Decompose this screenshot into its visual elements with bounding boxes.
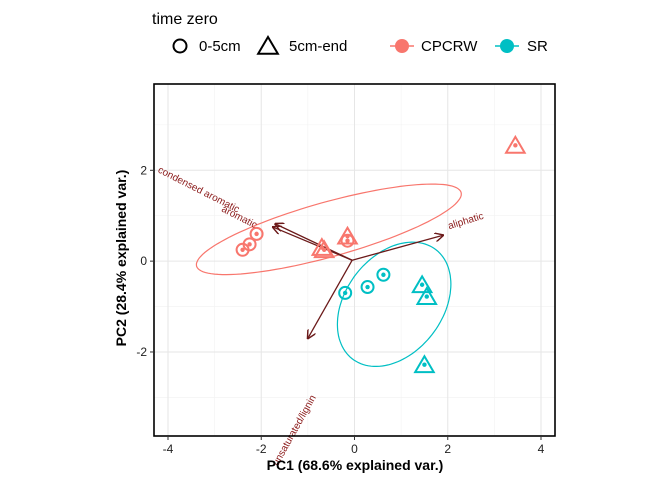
point-center-cpcrw xyxy=(254,231,259,237)
point-triangle-cpcrw xyxy=(504,134,527,154)
point-center-sr xyxy=(419,282,425,287)
y-tick-label: -2 xyxy=(136,345,147,359)
loading-arrow xyxy=(351,235,443,261)
grid-lines xyxy=(154,84,555,436)
legend-shape-label: 0-5cm xyxy=(199,38,241,55)
point-triangle-sr xyxy=(411,274,434,294)
loading-arrow xyxy=(308,259,353,338)
x-tick-label: -2 xyxy=(256,442,267,456)
x-tick-label: 0 xyxy=(351,442,358,456)
legend-title: time zero xyxy=(152,11,218,28)
ellipse-cpcrw xyxy=(195,183,462,276)
point-center-sr xyxy=(365,284,370,290)
point-center-cpcrw xyxy=(345,233,350,239)
x-axis-title: PC1 (68.6% explained var.) xyxy=(267,457,444,473)
y-axis-title: PC2 (28.4% explained var.) xyxy=(113,170,129,347)
point-center-cpcrw xyxy=(321,247,327,252)
point-triangle-sr xyxy=(415,286,438,305)
point-triangle-cpcrw xyxy=(313,239,336,259)
point-center-cpcrw xyxy=(247,242,252,247)
point-center-sr xyxy=(422,362,427,367)
x-tick-label: 2 xyxy=(444,442,451,456)
legend-circle-icon xyxy=(172,38,188,54)
point-center-cpcrw xyxy=(513,143,518,148)
data-points xyxy=(235,134,527,374)
point-center-sr xyxy=(342,290,348,296)
legend-dot-icon xyxy=(395,39,409,53)
y-tick-label: 2 xyxy=(140,163,147,177)
legend-shape-label: 5cm-end xyxy=(289,38,347,55)
y-axis-ticks: -2 0 2 xyxy=(136,163,154,359)
point-circle-cpcrw xyxy=(249,226,264,241)
legend-group-label: SR xyxy=(527,38,548,55)
point-center-sr xyxy=(381,272,386,277)
x-tick-label: 4 xyxy=(538,442,545,456)
point-center-cpcrw xyxy=(345,238,350,243)
confidence-ellipses xyxy=(195,183,462,367)
x-tick-label: -4 xyxy=(163,442,174,456)
point-center-sr xyxy=(424,294,429,299)
point-circle-cpcrw xyxy=(242,237,257,252)
legend-group-label: CPCRW xyxy=(421,38,478,55)
point-circle-sr xyxy=(376,267,391,282)
point-circle-sr xyxy=(360,280,375,295)
legend-triangle-icon xyxy=(256,35,280,55)
legend-group-keys: CPCRW SR xyxy=(390,38,548,55)
loading-arrow xyxy=(273,227,353,261)
legend: time zero 0-5cm 5cm-end CPCRW SR xyxy=(152,11,548,55)
x-axis-ticks: -4 -2 0 2 4 xyxy=(163,436,545,456)
point-center-cpcrw xyxy=(240,247,245,252)
point-triangle-cpcrw xyxy=(336,225,359,245)
legend-dot-icon xyxy=(500,39,514,53)
y-tick-label: 0 xyxy=(140,254,147,268)
point-triangle-sr xyxy=(413,354,436,374)
point-circle-sr xyxy=(338,285,353,300)
ellipse-sr xyxy=(336,241,452,367)
legend-shape-keys: 0-5cm 5cm-end xyxy=(172,35,347,55)
